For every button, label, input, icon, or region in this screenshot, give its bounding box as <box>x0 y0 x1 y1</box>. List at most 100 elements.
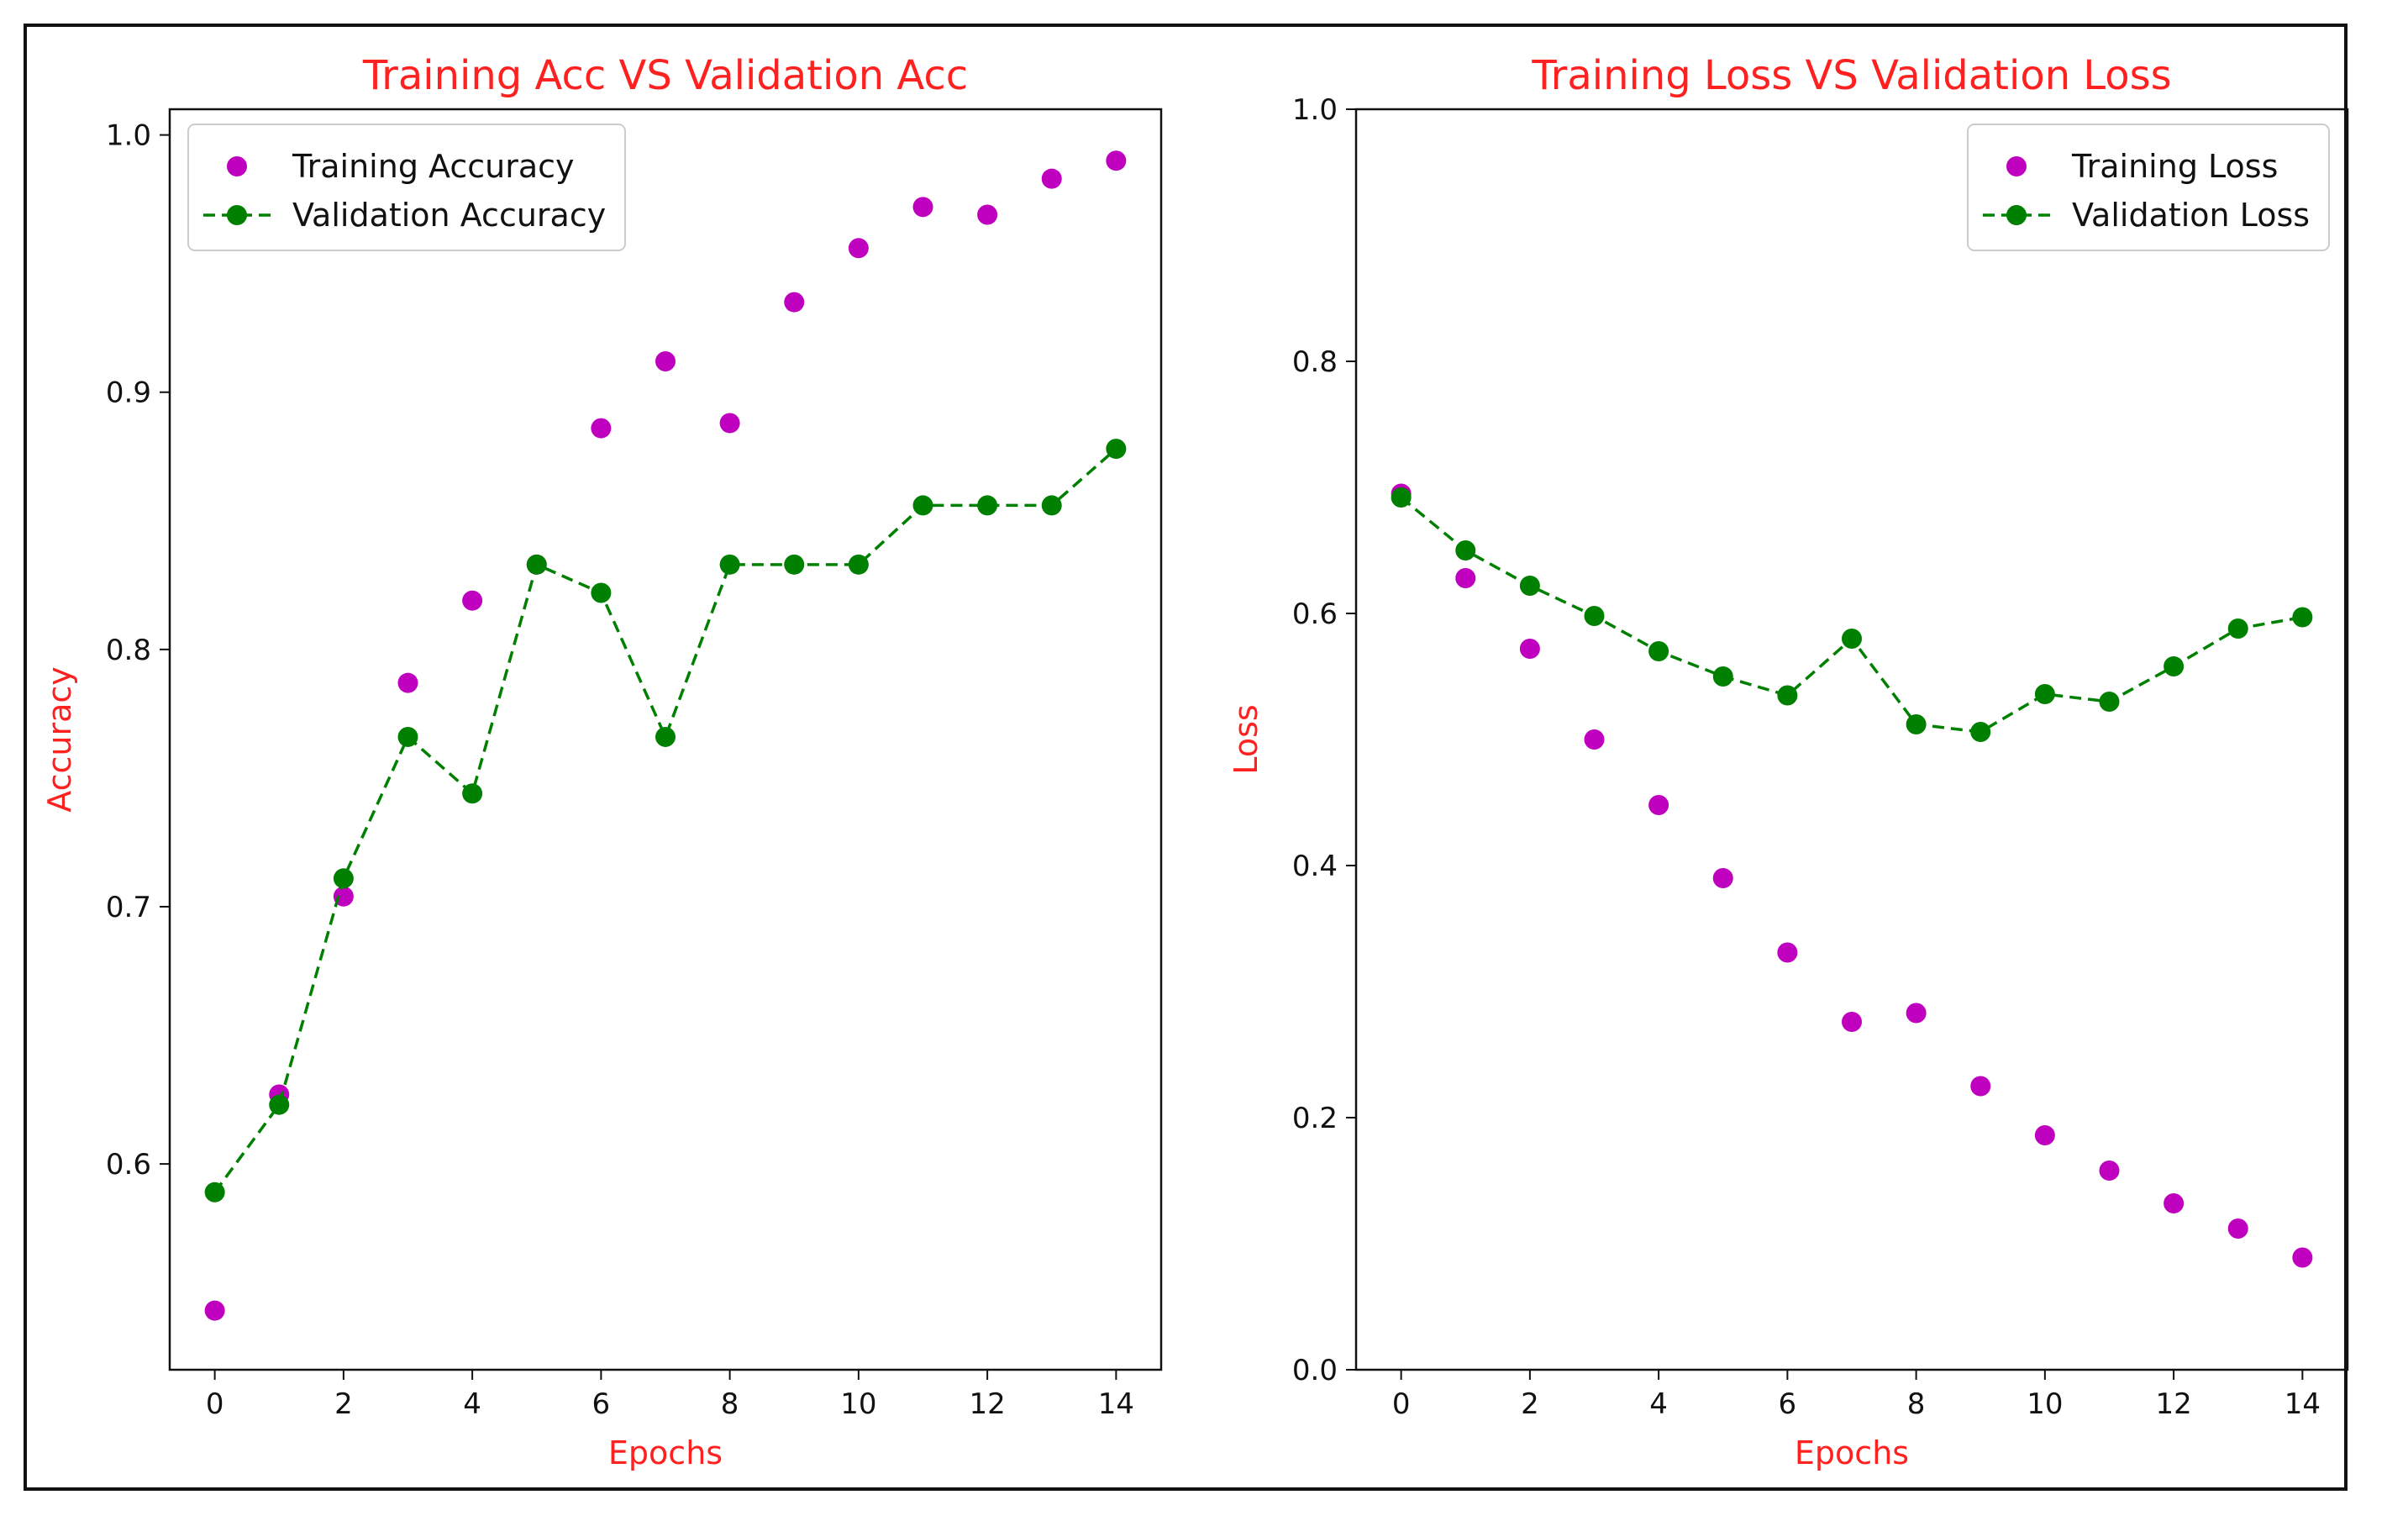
data-point <box>912 197 933 218</box>
x-tick-label: 10 <box>840 1387 876 1421</box>
legend-item: Validation Loss <box>1983 197 2310 234</box>
data-point <box>1648 641 1669 661</box>
y-tick-label: 1.0 <box>1292 93 1338 127</box>
data-point <box>1970 722 1991 742</box>
data-point <box>2034 1125 2055 1145</box>
legend: Training Loss Validation Loss <box>1967 124 2330 251</box>
data-point <box>462 783 483 804</box>
data-point <box>1906 1003 1927 1024</box>
x-tick-label: 14 <box>2284 1387 2321 1421</box>
series-training-loss <box>1391 483 2313 1268</box>
y-axis-label: Loss <box>1228 704 1264 774</box>
legend-label: Validation Accuracy <box>292 197 606 234</box>
x-tick-label: 8 <box>1907 1387 1926 1421</box>
data-point <box>397 672 418 693</box>
legend-marker <box>227 156 247 176</box>
x-tick-label: 4 <box>1649 1387 1668 1421</box>
data-point <box>1777 942 1798 963</box>
x-tick-label: 8 <box>721 1387 739 1421</box>
data-point <box>2099 692 2120 712</box>
data-point <box>204 1182 225 1203</box>
legend-item: Training Loss <box>2006 148 2278 185</box>
x-tick-label: 14 <box>1098 1387 1134 1421</box>
data-point <box>462 590 483 611</box>
data-point <box>848 554 869 575</box>
data-point <box>1712 868 1733 888</box>
x-tick-label: 4 <box>463 1387 481 1421</box>
data-point <box>1712 666 1733 687</box>
legend-item: Validation Accuracy <box>203 197 606 234</box>
legend-item: Training Accuracy <box>227 148 575 185</box>
data-point <box>1842 629 1862 649</box>
data-point <box>1106 439 1127 460</box>
data-point <box>2227 618 2248 639</box>
data-point <box>1455 568 1476 588</box>
chart-title: Training Loss VS Validation Loss <box>1531 52 2171 99</box>
y-tick-label: 0.6 <box>1292 597 1338 631</box>
data-point <box>2292 607 2313 628</box>
data-point <box>2099 1160 2120 1181</box>
data-point <box>333 868 354 889</box>
chart-accuracy: Training Acc VS Validation Acc Epochs Accu… <box>41 52 1163 1471</box>
data-point <box>848 238 869 259</box>
data-point <box>1041 495 1062 516</box>
series-validation-accuracy <box>204 439 1127 1203</box>
data-point <box>1106 150 1127 171</box>
data-point <box>397 726 418 747</box>
data-point <box>977 495 998 516</box>
data-point <box>1842 1012 1862 1032</box>
series-line <box>213 447 1117 1193</box>
legend-marker <box>2006 156 2027 176</box>
data-point <box>1648 795 1669 815</box>
data-point <box>2164 656 2185 676</box>
x-tick-label: 12 <box>2155 1387 2191 1421</box>
data-point <box>591 418 612 439</box>
y-tick-label: 0.0 <box>1292 1354 1338 1387</box>
y-tick-label: 0.8 <box>1292 345 1338 379</box>
data-point <box>526 554 547 575</box>
data-point <box>204 1300 225 1321</box>
plot-area <box>168 108 1163 1371</box>
legend-label: Training Loss <box>2071 148 2278 185</box>
data-point <box>2292 1247 2313 1268</box>
series-line <box>1400 496 2303 734</box>
legend-marker <box>2006 205 2027 225</box>
data-point <box>977 204 998 225</box>
data-point <box>1455 540 1476 561</box>
data-point <box>2034 684 2055 704</box>
x-tick-label: 6 <box>592 1387 611 1421</box>
figure-frame <box>24 24 2348 1491</box>
data-point <box>269 1094 290 1115</box>
chart-title: Training Acc VS Validation Acc <box>362 52 968 99</box>
data-point <box>1519 639 1540 659</box>
data-point <box>1584 729 1605 750</box>
data-point <box>2227 1218 2248 1239</box>
y-axis-label: Accuracy <box>41 666 78 813</box>
data-point <box>1777 685 1798 706</box>
data-point <box>1970 1076 1991 1097</box>
data-point <box>719 413 740 434</box>
y-tick-label: 0.4 <box>1292 850 1338 883</box>
data-point <box>719 554 740 575</box>
chart-loss: Training Loss VS Validation Loss Epochs Lo… <box>1228 52 2349 1471</box>
x-tick-label: 2 <box>1521 1387 1539 1421</box>
legend: Training Accuracy Validation Accuracy <box>187 124 626 251</box>
data-point <box>912 495 933 516</box>
legend-box <box>1967 124 2330 251</box>
data-point <box>655 726 676 747</box>
legend-label: Training Accuracy <box>292 148 575 185</box>
plot-area <box>1354 108 2349 1371</box>
y-tick-label: 0.2 <box>1292 1102 1338 1135</box>
data-point <box>1041 168 1062 189</box>
y-tick-label: 0.6 <box>106 1148 151 1182</box>
y-tick-label: 1.0 <box>106 119 151 153</box>
data-point <box>1906 714 1927 734</box>
legend-label: Validation Loss <box>2072 197 2310 234</box>
data-point <box>655 351 676 371</box>
x-tick-label: 10 <box>2027 1387 2063 1421</box>
data-point <box>784 554 805 575</box>
y-tick-label: 0.8 <box>106 634 151 667</box>
x-tick-label: 12 <box>969 1387 1005 1421</box>
data-point <box>1519 576 1540 596</box>
